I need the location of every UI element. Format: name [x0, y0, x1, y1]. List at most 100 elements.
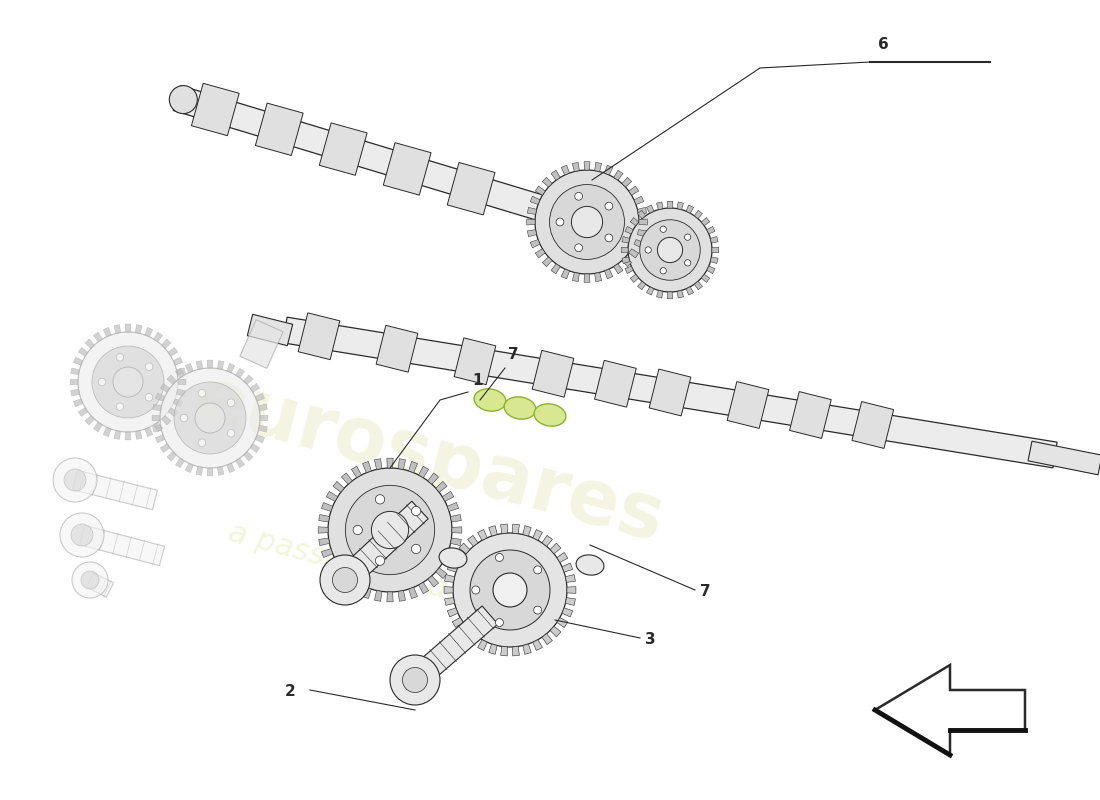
Polygon shape — [629, 249, 639, 258]
Circle shape — [372, 511, 408, 549]
Polygon shape — [363, 587, 372, 598]
Polygon shape — [621, 237, 629, 243]
Polygon shape — [374, 458, 382, 470]
Polygon shape — [178, 379, 186, 385]
Text: 7: 7 — [508, 347, 518, 362]
Polygon shape — [488, 526, 497, 536]
Circle shape — [328, 468, 452, 592]
Circle shape — [332, 567, 358, 593]
Polygon shape — [283, 317, 1057, 468]
Polygon shape — [676, 202, 683, 210]
Polygon shape — [530, 239, 540, 248]
Polygon shape — [638, 282, 646, 290]
Polygon shape — [173, 86, 694, 266]
Circle shape — [605, 202, 613, 210]
Polygon shape — [468, 634, 478, 645]
Polygon shape — [398, 590, 406, 602]
Polygon shape — [621, 257, 631, 266]
Circle shape — [628, 208, 712, 292]
Polygon shape — [250, 383, 260, 392]
Polygon shape — [155, 435, 165, 442]
Polygon shape — [196, 361, 202, 370]
Polygon shape — [173, 358, 183, 365]
Polygon shape — [376, 326, 418, 372]
Polygon shape — [625, 266, 634, 274]
Polygon shape — [114, 325, 121, 334]
Polygon shape — [248, 314, 293, 346]
Polygon shape — [452, 527, 462, 533]
Polygon shape — [260, 415, 268, 421]
Polygon shape — [374, 590, 382, 602]
Circle shape — [180, 414, 188, 422]
Polygon shape — [125, 432, 131, 440]
Polygon shape — [341, 473, 352, 484]
Polygon shape — [637, 230, 647, 237]
Polygon shape — [78, 408, 88, 417]
Polygon shape — [153, 426, 162, 432]
Text: 3: 3 — [645, 633, 656, 647]
Polygon shape — [584, 274, 590, 282]
Circle shape — [72, 562, 108, 598]
Polygon shape — [454, 338, 496, 385]
Polygon shape — [790, 391, 832, 438]
Polygon shape — [614, 170, 623, 180]
Polygon shape — [1028, 441, 1100, 475]
Polygon shape — [444, 598, 454, 606]
Polygon shape — [530, 196, 540, 205]
Polygon shape — [500, 524, 507, 534]
Polygon shape — [161, 383, 169, 392]
Polygon shape — [572, 273, 580, 282]
Polygon shape — [522, 526, 531, 536]
Polygon shape — [562, 608, 573, 617]
Polygon shape — [207, 468, 212, 476]
Polygon shape — [542, 535, 552, 546]
Polygon shape — [542, 178, 552, 187]
Polygon shape — [162, 415, 170, 425]
Polygon shape — [227, 463, 234, 473]
Polygon shape — [351, 582, 362, 594]
Polygon shape — [428, 473, 439, 484]
Circle shape — [645, 247, 651, 253]
Polygon shape — [145, 327, 153, 337]
Circle shape — [160, 368, 260, 468]
Polygon shape — [74, 399, 82, 406]
Polygon shape — [319, 514, 330, 522]
Circle shape — [228, 430, 234, 437]
Circle shape — [472, 586, 480, 594]
Polygon shape — [649, 369, 691, 416]
Polygon shape — [145, 427, 153, 437]
Polygon shape — [566, 586, 576, 594]
Circle shape — [78, 332, 178, 432]
Polygon shape — [594, 360, 636, 407]
Polygon shape — [436, 568, 447, 578]
Ellipse shape — [439, 548, 466, 568]
Polygon shape — [668, 292, 673, 298]
Polygon shape — [243, 451, 253, 461]
Circle shape — [117, 354, 123, 361]
Circle shape — [470, 550, 550, 630]
Polygon shape — [442, 558, 454, 569]
Polygon shape — [255, 394, 265, 401]
Polygon shape — [477, 530, 487, 540]
Polygon shape — [477, 640, 487, 650]
Polygon shape — [448, 563, 458, 572]
Polygon shape — [532, 350, 574, 397]
Polygon shape — [167, 451, 176, 461]
Circle shape — [375, 494, 385, 504]
Polygon shape — [176, 390, 186, 396]
Polygon shape — [94, 422, 102, 432]
Polygon shape — [647, 286, 653, 295]
Polygon shape — [85, 339, 95, 349]
Polygon shape — [851, 402, 893, 449]
Circle shape — [53, 458, 97, 502]
Polygon shape — [135, 430, 142, 439]
Polygon shape — [444, 586, 453, 594]
Polygon shape — [712, 247, 718, 253]
Polygon shape — [621, 257, 629, 263]
Polygon shape — [85, 415, 95, 425]
Polygon shape — [387, 458, 393, 468]
Polygon shape — [584, 162, 590, 170]
Circle shape — [228, 399, 234, 406]
Polygon shape — [161, 444, 169, 453]
Polygon shape — [448, 549, 459, 558]
